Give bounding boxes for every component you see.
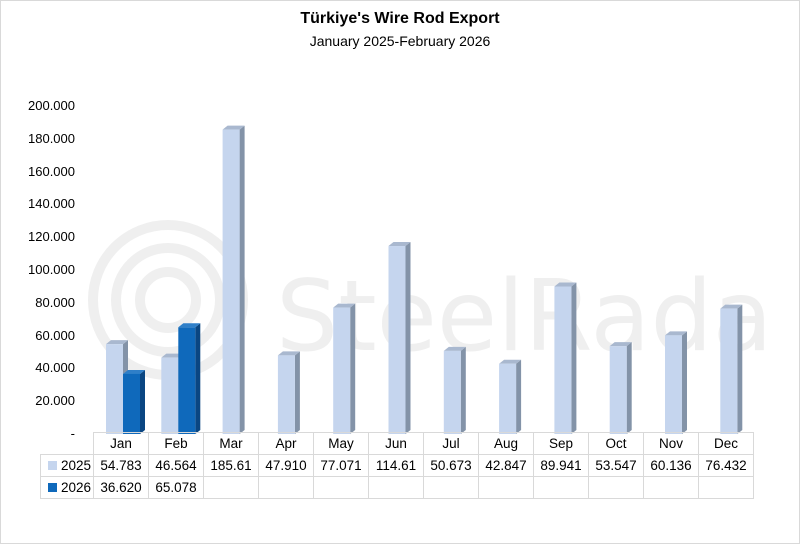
y-tick-label: 20.000 (35, 393, 75, 409)
legend-2025: 2025 (40, 454, 94, 477)
table-cell (533, 476, 589, 499)
bar-2026-jan (123, 369, 145, 434)
month-header: Apr (258, 432, 314, 455)
month-header: May (313, 432, 369, 455)
table-cell (478, 476, 534, 499)
bar-2025-jun (388, 242, 411, 434)
table-cell: 47.910 (258, 454, 314, 477)
y-tick-label: 160.000 (28, 163, 75, 179)
table-cell: 65.078 (148, 476, 204, 499)
plot-area (106, 125, 743, 434)
bar-2025-oct (609, 342, 632, 434)
y-tick-label: - (70, 426, 75, 441)
month-header: Jul (423, 432, 479, 455)
bar-2025-mar (222, 125, 245, 434)
table-cell (588, 476, 644, 499)
y-tick-label: 80.000 (35, 294, 75, 310)
table-cell: 36.620 (93, 476, 149, 499)
bar-2025-aug (499, 359, 522, 434)
month-header: Jun (368, 432, 424, 455)
bar-2025-nov (665, 331, 687, 434)
table-cell (258, 476, 314, 499)
legend-label-2026: 2026 (60, 480, 91, 495)
table-cell: 89.941 (533, 454, 589, 477)
month-header: Jan (93, 432, 149, 455)
table-cell: 76.432 (698, 454, 754, 477)
table-cell: 114.61 (368, 454, 424, 477)
table-cell: 54.783 (93, 454, 149, 477)
table-cell (643, 476, 699, 499)
table-cell (368, 476, 424, 499)
bar-2025-dec (720, 304, 743, 434)
table-cell (423, 476, 479, 499)
data-table-header-row: Jan Feb Mar Apr May Jun Jul Aug Sep Oct … (41, 432, 754, 455)
table-cell: 60.136 (643, 454, 699, 477)
legend-swatch-2025-icon (47, 461, 57, 470)
month-header: Sep (533, 432, 589, 455)
legend-swatch-2026-icon (47, 483, 57, 492)
y-tick-label: 40.000 (35, 360, 75, 376)
table-cell (698, 476, 754, 499)
table-cell: 50.673 (423, 454, 479, 477)
y-tick-label: 180.000 (28, 130, 75, 146)
month-header: Nov (643, 432, 699, 455)
data-table: Jan Feb Mar Apr May Jun Jul Aug Sep Oct … (40, 432, 754, 499)
y-tick-label: 100.000 (28, 262, 75, 277)
table-cell: 46.564 (148, 454, 204, 477)
table-cell (313, 476, 369, 499)
month-header: Feb (148, 432, 204, 455)
chart-subtitle: January 2025-February 2026 (309, 33, 491, 49)
table-cell (203, 476, 259, 499)
month-header: Dec (698, 432, 754, 455)
y-tick-label: 140.000 (28, 196, 75, 212)
bar-2025-sep (554, 282, 577, 434)
table-cell: 77.071 (313, 454, 369, 477)
legend-2026: 2026 (40, 476, 94, 499)
y-tick-label: 60.000 (35, 327, 75, 343)
table-cell: 185.61 (203, 454, 259, 477)
table-cell: 53.547 (588, 454, 644, 477)
y-tick-label: 120.000 (28, 229, 75, 245)
legend-label-2025: 2025 (60, 458, 91, 473)
bar-2025-may (333, 303, 356, 434)
month-header: Mar (203, 432, 259, 455)
bar-2025-jul (443, 346, 466, 434)
data-table-row-2025: 2025 54.783 46.564 185.61 47.910 77.071 … (40, 454, 754, 477)
data-table-row-2026: 2026 36.620 65.078 (40, 476, 754, 499)
bar-2026-feb (178, 323, 201, 434)
chart-title: Türkiye's Wire Rod Export (300, 10, 500, 27)
month-header: Oct (588, 432, 644, 455)
bar-2025-apr (277, 351, 300, 434)
month-header: Aug (478, 432, 534, 455)
table-cell: 42.847 (478, 454, 534, 477)
y-tick-label: 200.000 (28, 98, 75, 113)
data-table-corner (41, 433, 94, 455)
